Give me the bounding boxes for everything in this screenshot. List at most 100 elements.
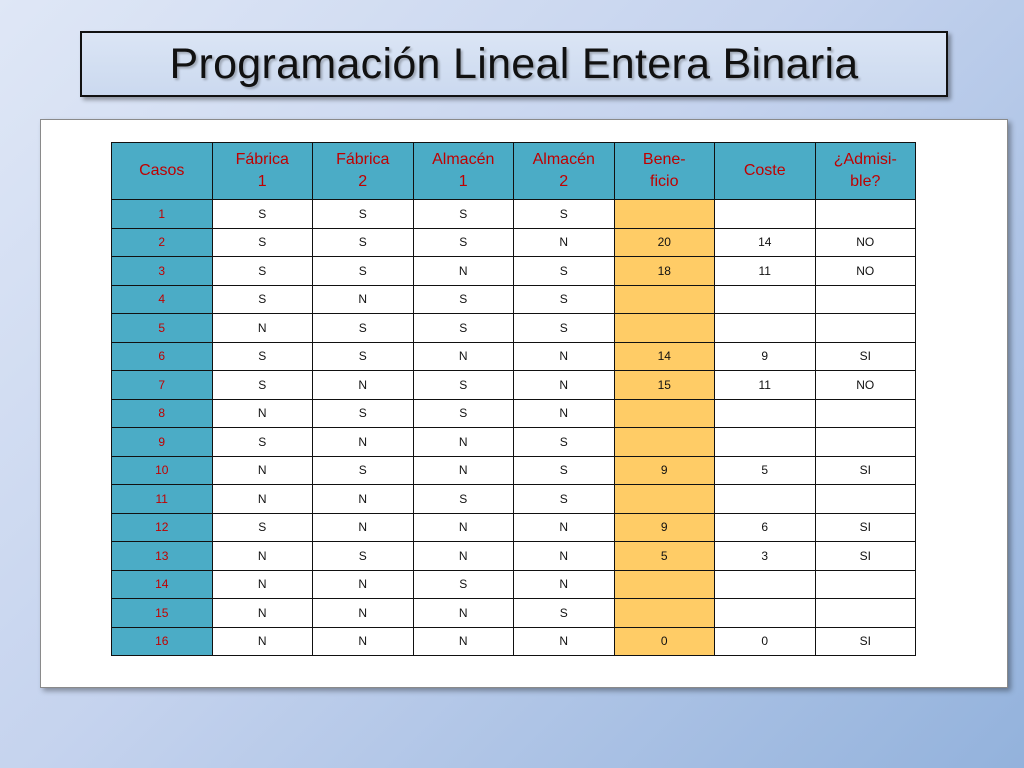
case-number: 14 xyxy=(111,569,213,599)
table-panel: Casos Fábrica 1 Fábrica 2 Almacén 1 Alma… xyxy=(40,119,1008,688)
fabrica-2-cell: S xyxy=(312,199,414,229)
coste-cell xyxy=(714,427,816,457)
beneficio-cell: 14 xyxy=(613,341,715,371)
table-row: 10 N S N S 9 5 SI xyxy=(111,455,916,485)
case-number: 8 xyxy=(111,398,213,428)
almacen-1-cell: N xyxy=(412,512,514,542)
table-row: 3 S S N S 18 11 NO xyxy=(111,256,916,286)
coste-cell xyxy=(714,398,816,428)
almacen-1-cell: S xyxy=(412,484,514,514)
beneficio-cell: 9 xyxy=(613,455,715,485)
fabrica-2-cell: S xyxy=(312,398,414,428)
table-row: 16 N N N N 0 0 SI xyxy=(111,626,916,656)
fabrica-2-cell: N xyxy=(312,370,414,400)
almacen-2-cell: S xyxy=(513,484,615,514)
fabrica-2-cell: N xyxy=(312,598,414,628)
fabrica-1-cell: N xyxy=(211,313,313,343)
almacen-1-cell: N xyxy=(412,341,514,371)
almacen-2-cell: N xyxy=(513,626,615,656)
almacen-2-cell: N xyxy=(513,370,615,400)
fabrica-1-cell: N xyxy=(211,455,313,485)
case-number: 15 xyxy=(111,598,213,628)
fabrica-2-cell: S xyxy=(312,227,414,257)
beneficio-cell xyxy=(613,313,715,343)
almacen-2-cell: S xyxy=(513,256,615,286)
coste-cell: 6 xyxy=(714,512,816,542)
coste-cell xyxy=(714,484,816,514)
coste-cell: 5 xyxy=(714,455,816,485)
almacen-2-cell: S xyxy=(513,199,615,229)
fabrica-1-cell: N xyxy=(211,598,313,628)
fabrica-1-cell: S xyxy=(211,284,313,314)
admisible-cell xyxy=(814,284,916,314)
almacen-1-cell: S xyxy=(412,569,514,599)
header-fabrica-2: Fábrica 2 xyxy=(312,142,414,200)
beneficio-cell xyxy=(613,427,715,457)
almacen-2-cell: S xyxy=(513,284,615,314)
almacen-1-cell: N xyxy=(412,626,514,656)
beneficio-cell xyxy=(613,398,715,428)
fabrica-1-cell: S xyxy=(211,227,313,257)
almacen-1-cell: N xyxy=(412,455,514,485)
coste-cell: 14 xyxy=(714,227,816,257)
admisible-cell: SI xyxy=(814,541,916,571)
beneficio-cell xyxy=(613,569,715,599)
case-number: 3 xyxy=(111,256,213,286)
case-number: 5 xyxy=(111,313,213,343)
almacen-1-cell: N xyxy=(412,541,514,571)
almacen-2-cell: N xyxy=(513,341,615,371)
almacen-2-cell: N xyxy=(513,569,615,599)
fabrica-1-cell: S xyxy=(211,512,313,542)
almacen-1-cell: S xyxy=(412,199,514,229)
beneficio-cell: 15 xyxy=(613,370,715,400)
admisible-cell xyxy=(814,313,916,343)
admisible-cell xyxy=(814,199,916,229)
case-number: 11 xyxy=(111,484,213,514)
fabrica-2-cell: N xyxy=(312,484,414,514)
case-number: 6 xyxy=(111,341,213,371)
fabrica-1-cell: S xyxy=(211,341,313,371)
beneficio-cell xyxy=(613,284,715,314)
admisible-cell: SI xyxy=(814,626,916,656)
almacen-2-cell: S xyxy=(513,313,615,343)
table-row: 11 N N S S xyxy=(111,484,916,514)
coste-cell: 9 xyxy=(714,341,816,371)
admisible-cell: NO xyxy=(814,370,916,400)
almacen-1-cell: S xyxy=(412,284,514,314)
table-row: 13 N S N N 5 3 SI xyxy=(111,541,916,571)
fabrica-2-cell: S xyxy=(312,313,414,343)
case-number: 7 xyxy=(111,370,213,400)
almacen-1-cell: N xyxy=(412,598,514,628)
beneficio-cell xyxy=(613,484,715,514)
fabrica-1-cell: N xyxy=(211,398,313,428)
coste-cell xyxy=(714,313,816,343)
header-casos: Casos xyxy=(111,142,213,200)
almacen-2-cell: N xyxy=(513,398,615,428)
almacen-1-cell: S xyxy=(412,313,514,343)
admisible-cell: NO xyxy=(814,227,916,257)
coste-cell: 0 xyxy=(714,626,816,656)
beneficio-cell: 5 xyxy=(613,541,715,571)
header-almacen-2: Almacén 2 xyxy=(513,142,615,200)
admisible-cell xyxy=(814,427,916,457)
coste-cell xyxy=(714,569,816,599)
fabrica-1-cell: N xyxy=(211,569,313,599)
slide-title: Programación Lineal Entera Binaria xyxy=(169,39,859,88)
almacen-2-cell: N xyxy=(513,512,615,542)
fabrica-1-cell: S xyxy=(211,199,313,229)
almacen-1-cell: S xyxy=(412,227,514,257)
fabrica-2-cell: N xyxy=(312,427,414,457)
beneficio-cell xyxy=(613,598,715,628)
header-admisible: ¿Admisi- ble? xyxy=(814,142,916,200)
almacen-2-cell: N xyxy=(513,227,615,257)
almacen-2-cell: S xyxy=(513,427,615,457)
case-number: 9 xyxy=(111,427,213,457)
header-beneficio: Bene- ficio xyxy=(613,142,715,200)
almacen-1-cell: S xyxy=(412,398,514,428)
almacen-2-cell: N xyxy=(513,541,615,571)
fabrica-1-cell: N xyxy=(211,626,313,656)
